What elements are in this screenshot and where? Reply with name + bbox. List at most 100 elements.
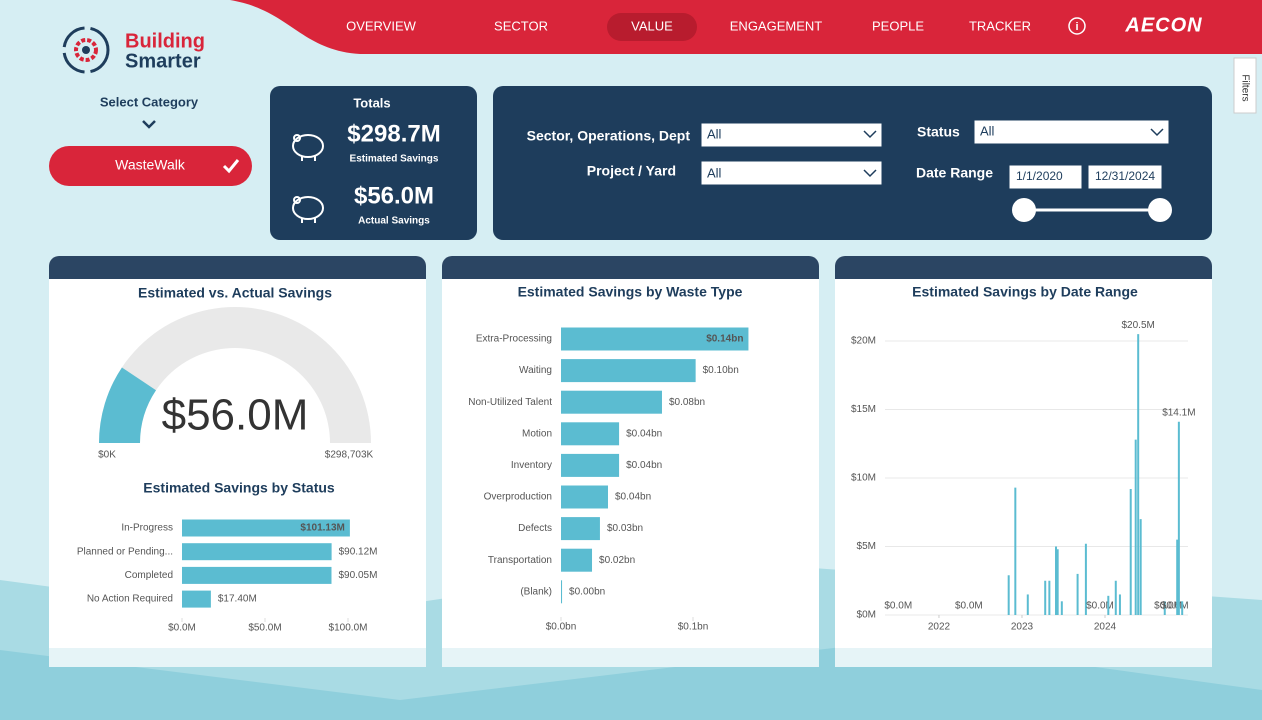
y-tick-label: $20M [851,336,876,347]
data-label: $90.05M [338,570,377,581]
x-tick-label: $0.0bn [546,622,577,633]
y-tick-label: $15M [851,404,876,415]
card [835,256,1212,667]
piggy-icon [292,196,324,223]
data-label: $0.10bn [703,365,739,376]
dropdown-value: All [980,123,995,138]
gauge-track [99,307,371,443]
bar [561,359,696,383]
totals-panel [270,86,477,240]
date-input[interactable] [1087,164,1163,190]
bar [182,566,332,584]
category-button[interactable] [49,146,252,186]
totals-title: Totals [353,95,390,110]
filter-label: Sector, Operations, Dept [527,128,691,144]
nav-item[interactable]: PEOPLE [872,18,924,33]
data-label: $20.5M [1122,320,1155,331]
header-bar [230,0,1262,54]
data-label: $0.0M [955,601,983,612]
bar [182,590,211,608]
dropdown[interactable] [700,160,883,186]
nav-item[interactable]: OVERVIEW [346,18,417,33]
data-label: $0.02bn [599,555,635,566]
y-tick-label: $5M [857,541,876,552]
category-label: Defects [518,523,552,534]
data-label: $101.13M [300,523,344,534]
slider-handle[interactable] [1148,198,1172,222]
select-category-label: Select Category [100,94,199,109]
chevron[interactable] [142,120,156,129]
dropdown[interactable] [973,119,1170,145]
filters-tab[interactable] [1233,57,1257,114]
nav-item[interactable]: ENGAGEMENT [730,18,823,33]
x-tick-label: $0.1bn [678,622,709,633]
chart-title: Estimated Savings by Status [143,480,335,496]
chart-title: Estimated Savings by Date Range [912,284,1138,300]
actual-total: $56.0M [354,182,434,209]
data-label: $0.04bn [615,492,651,503]
info-icon[interactable] [1068,17,1086,35]
x-tick-label: 2024 [1094,622,1117,633]
gauge-value [99,367,157,443]
y-tick-label: $0M [857,610,876,621]
brand: AECON [1124,14,1202,36]
bar [561,548,593,572]
data-label: $90.12M [339,546,378,557]
chart-title: Estimated vs. Actual Savings [138,285,332,301]
nav-item[interactable]: TRACKER [969,18,1031,33]
piggy-icon [292,134,324,161]
logo-gear [74,38,98,62]
dropdown-arrow [863,169,877,178]
estimated-total: $298.7M [347,120,440,147]
data-label: $0.0M [1086,601,1114,612]
bar [561,580,563,604]
nav-item[interactable]: VALUE [631,18,673,33]
x-tick-label: $50.0M [248,623,281,634]
nav-item[interactable]: SECTOR [494,18,548,33]
gauge-max-label: $298,703K [325,450,374,461]
dropdown-value: All [707,165,722,180]
bar [561,485,608,509]
category-label: (Blank) [520,586,552,597]
logo [62,26,110,74]
nav-active-pill [607,13,697,41]
data-label: $14.1M [1162,407,1195,418]
filter-label: Date Range [916,165,993,181]
category-label: Extra-Processing [476,334,552,345]
data-label: $0.04bn [626,428,662,439]
bar [561,453,620,477]
data-label: $0.0M [1161,601,1189,612]
logo-hub [82,46,90,54]
data-label: $0.0M [884,601,912,612]
bar [561,390,662,414]
logo-text: Building [125,30,205,52]
info-glyph: i [1075,21,1078,33]
data-label: $0.04bn [626,460,662,471]
category-label: Overproduction [484,492,552,503]
category-label: Completed [125,570,173,581]
dropdown-arrow [863,130,877,139]
category-label: Motion [522,428,552,439]
slider-handle[interactable] [1012,198,1036,222]
actual-label: Actual Savings [358,216,430,227]
card [442,256,819,667]
filter-label: Status [917,124,960,140]
x-tick-label: $100.0M [329,623,368,634]
data-label: $0.14bn [706,334,743,345]
category-label: No Action Required [87,594,173,605]
category-label: Non-Utilized Talent [468,397,552,408]
bar [561,422,620,446]
gauge-min-label: $0K [98,450,116,461]
category-label: Inventory [511,460,552,471]
data-label: $0.03bn [607,523,643,534]
date-input[interactable] [1008,164,1083,190]
logo-ring [62,26,110,74]
dropdown-value: All [707,126,722,141]
category-label: Planned or Pending... [77,546,173,557]
bar [561,327,749,351]
dropdown[interactable] [700,122,883,148]
date-end: 12/31/2024 [1095,169,1155,183]
x-tick-label: 2022 [928,622,951,633]
category-label: Transportation [488,555,552,566]
